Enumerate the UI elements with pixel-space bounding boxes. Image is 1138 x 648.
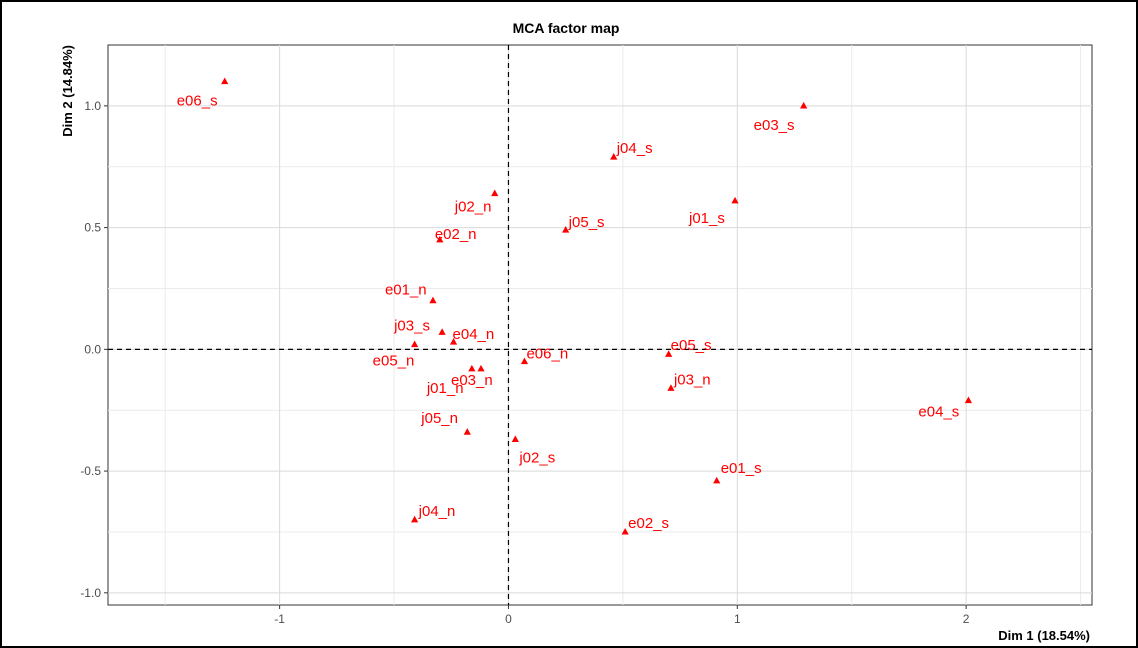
y-tick-label: -1.0	[80, 586, 101, 600]
point-marker	[800, 101, 808, 109]
point-marker	[463, 428, 471, 435]
x-tick-label: 2	[963, 612, 970, 626]
point-label: e04_n	[453, 326, 495, 343]
point-marker	[621, 527, 629, 535]
x-tick-label: 1	[734, 612, 741, 626]
data-points	[221, 77, 973, 535]
point-marker	[411, 340, 419, 348]
point-label: e06_n	[526, 346, 568, 363]
reference-lines	[108, 45, 1092, 605]
point-label: j04_s	[616, 140, 653, 157]
point-label: j03_s	[393, 317, 430, 334]
point-marker	[468, 364, 476, 372]
y-tick-label: -0.5	[80, 464, 101, 478]
x-axis-ticks: -1 0 1 2	[274, 605, 970, 626]
point-label: j04_n	[418, 503, 456, 520]
point-label: e05_n	[373, 352, 415, 369]
point-label: e02_s	[628, 515, 669, 532]
plot-panel	[107, 44, 1093, 606]
point-label: e02_n	[435, 226, 477, 243]
point-label: j05_n	[420, 410, 458, 427]
point-marker	[438, 328, 446, 335]
point-marker	[562, 226, 570, 233]
point-label: j02_s	[518, 449, 555, 466]
point-marker	[449, 338, 458, 345]
point-label: j05_s	[568, 214, 605, 231]
x-tick-label: -1	[274, 612, 285, 626]
y-axis-ticks: -1.0 -0.5 0.0 0.5 1.0	[80, 99, 108, 600]
point-label: e03_s	[754, 117, 795, 134]
point-label: e06_s	[177, 93, 218, 110]
y-tick-label: 0.0	[84, 342, 101, 356]
y-tick-label: 1.0	[84, 99, 101, 113]
point-label: e03_n	[451, 372, 493, 389]
point-marker	[411, 515, 419, 523]
x-tick-label: 0	[505, 612, 512, 626]
chart-title: MCA factor map	[513, 20, 620, 36]
point-marker	[667, 384, 675, 391]
point-marker	[610, 153, 618, 160]
point-label: e05_s	[671, 337, 712, 354]
y-axis-title: Dim 2 (14.84%)	[60, 45, 75, 137]
point-label: e01_n	[385, 282, 427, 299]
point-marker	[511, 435, 519, 443]
point-label: e01_s	[721, 460, 762, 477]
point-label: j01_n	[426, 380, 464, 397]
point-marker	[520, 357, 529, 365]
point-labels: e06_s e03_s j04_s j02_n j01_s j05_s e02_n e01_n…	[177, 93, 960, 532]
point-marker	[964, 396, 973, 404]
point-marker	[491, 189, 499, 197]
point-label: j02_n	[454, 199, 492, 216]
minor-gridlines	[108, 45, 1092, 605]
point-marker	[731, 196, 739, 204]
point-label: e04_s	[918, 403, 959, 420]
point-label: j01_s	[688, 210, 725, 227]
point-marker	[436, 235, 444, 243]
x-axis-title: Dim 1 (18.54%)	[998, 628, 1090, 643]
point-label: j03_n	[673, 371, 711, 388]
point-marker	[713, 476, 721, 484]
point-marker	[429, 296, 437, 304]
y-tick-label: 0.5	[84, 221, 101, 235]
point-marker	[477, 364, 485, 372]
point-marker	[221, 77, 229, 85]
point-marker	[665, 350, 673, 357]
